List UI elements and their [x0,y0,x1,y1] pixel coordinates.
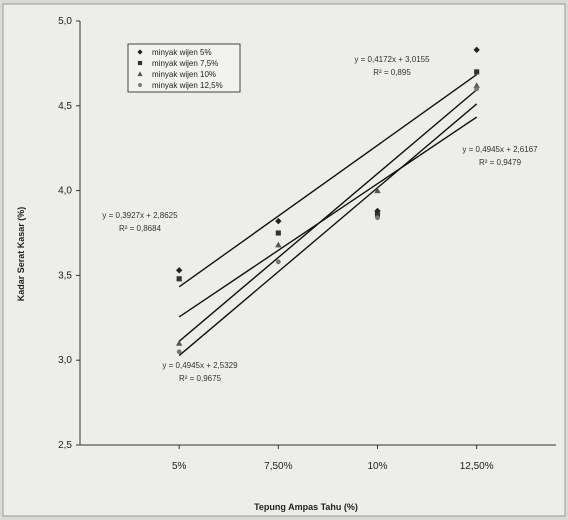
trendline-equation: y = 0,4945x + 2,6167 [462,145,538,154]
x-tick-label: 5% [172,461,187,472]
r-squared-label: R² = 0,9479 [479,158,522,167]
legend-box [127,43,241,93]
x-tick-label: 7,50% [264,461,292,472]
r-squared-label: R² = 0,895 [373,68,411,77]
legend-marker [137,71,143,77]
legend-marker [137,60,143,66]
x-axis-title: Tepung Ampas Tahu (%) [254,502,358,512]
data-point [176,276,182,282]
legend-label: minyak wijen 7,5% [152,59,218,68]
data-point [275,259,281,265]
legend-label: minyak wijen 10% [152,70,216,79]
data-point [275,241,282,248]
trendline [178,103,478,357]
trendline [178,116,478,318]
y-tick-label: 2,5 [58,440,72,451]
data-point [176,349,182,355]
data-point [175,267,183,274]
y-tick-label: 3,0 [58,355,72,366]
x-tick-label: 10% [367,461,387,472]
data-point [374,207,381,215]
data-point [375,215,380,221]
data-point [473,82,480,89]
legend-label: minyak wijen 5% [152,48,212,57]
plot-area: 2,5 3,0 3,5 4,0 4,5 5,0 5% 7,50% 10% 12,50% y = 0,… [58,16,556,472]
trendline [178,89,478,342]
legend-label: minyak wijen 12,5% [152,81,223,90]
data-point [374,211,381,217]
trendline-equation: y = 0,3927x + 2,8625 [102,211,178,220]
data-point [275,230,281,236]
data-point [374,187,381,194]
r-squared-label: R² = 0,9675 [179,374,222,383]
data-point [474,69,480,75]
data-point [474,86,480,92]
data-point [473,46,480,54]
legend: minyak wijen 5% minyak wijen 7,5% minyak w… [127,43,241,93]
legend-marker [138,83,142,87]
y-tick-label: 4,0 [58,186,72,197]
y-tick-label: 5,0 [58,16,72,27]
y-tick-label: 4,5 [58,101,72,112]
trendline-equation: y = 0,4172x + 3,0155 [354,55,430,64]
data-point [275,217,282,225]
legend-marker [137,49,143,55]
trendline-equation: y = 0,4945x + 2,5329 [162,361,238,370]
data-point [175,340,183,346]
y-axis-title: Kadar Serat Kasar (%) [16,207,26,302]
y-tick-label: 3,5 [58,270,72,281]
trendline [178,73,478,288]
x-tick-label: 12,50% [460,461,494,472]
chart-frame [2,3,566,517]
r-squared-label: R² = 0,8684 [119,224,162,233]
